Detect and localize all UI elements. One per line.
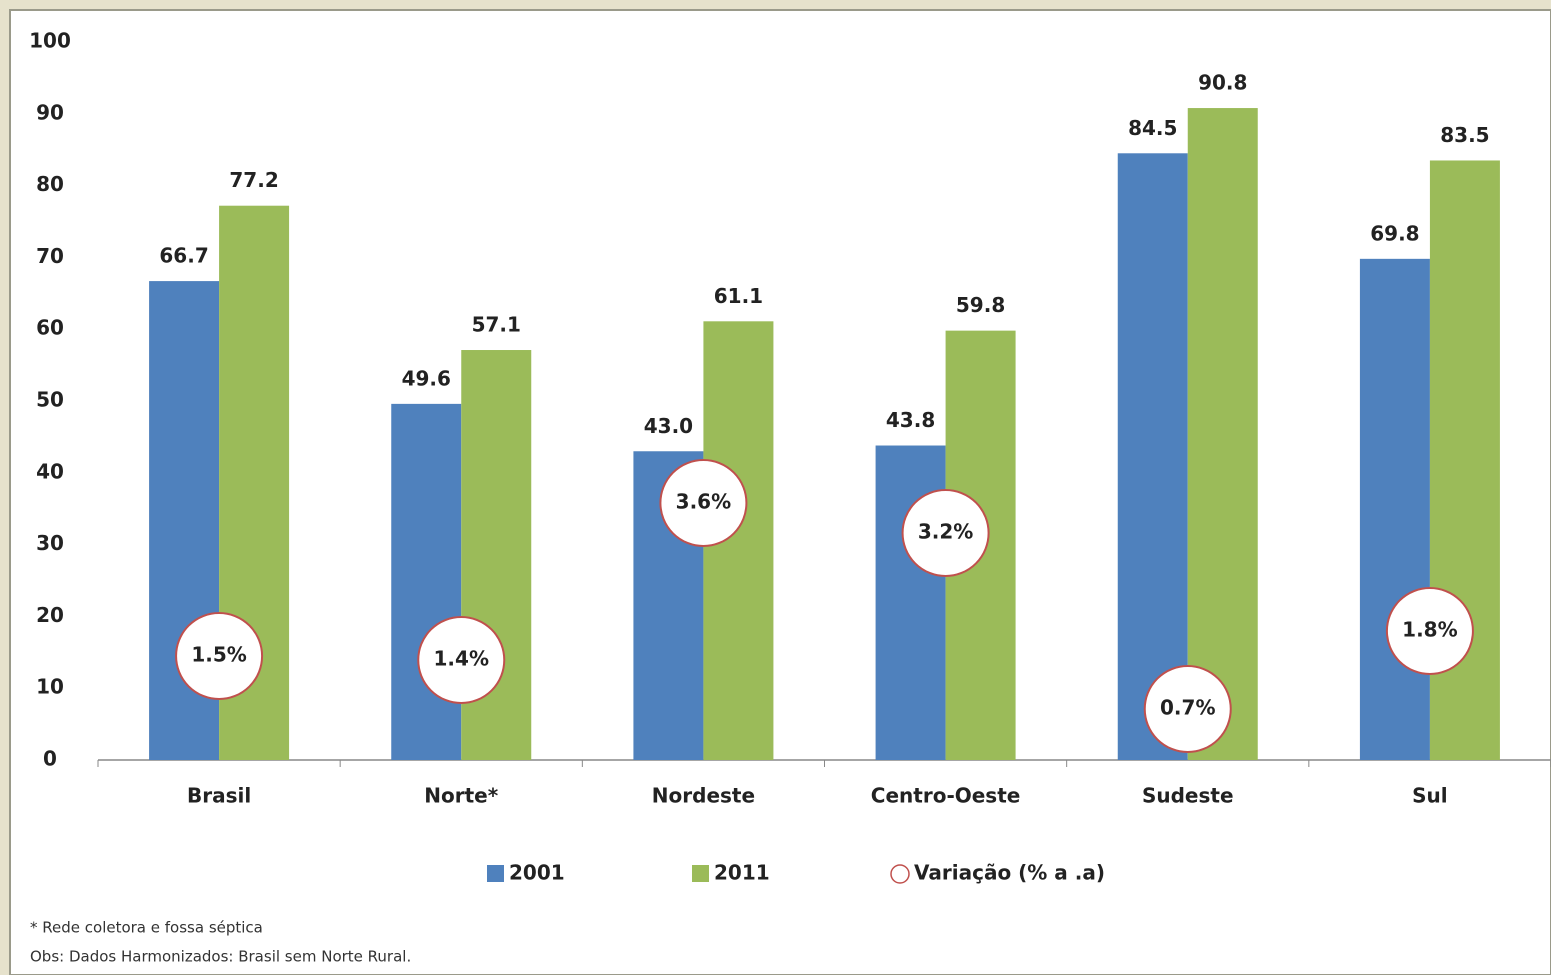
data-label: 57.1 — [472, 313, 521, 337]
footnote: Obs: Dados Harmonizados: Brasil sem Nort… — [30, 948, 411, 966]
variation-circle — [175, 612, 264, 700]
y-tick-label: 50 — [36, 388, 64, 412]
data-label: 43.8 — [886, 408, 935, 432]
variation-label: 1.4% — [434, 647, 489, 671]
variation-label: 3.6% — [676, 490, 731, 514]
variation-label: 0.7% — [1160, 696, 1215, 720]
data-label: 49.6 — [402, 366, 451, 390]
y-tick-label: 60 — [36, 316, 64, 340]
variation-label: 3.2% — [918, 520, 973, 544]
legend-label: Variação (% a .a) — [914, 861, 1105, 885]
data-label: 59.8 — [956, 293, 1005, 317]
legend-label: 2011 — [714, 861, 770, 885]
y-tick-label: 0 — [43, 747, 57, 771]
variation-label: 1.8% — [1402, 618, 1457, 642]
legend-swatch — [692, 865, 709, 882]
bar — [1359, 258, 1430, 760]
x-tick-label: Sudeste — [1142, 784, 1234, 808]
y-tick-label: 30 — [36, 531, 64, 555]
x-tick-label: Centro-Oeste — [871, 784, 1021, 808]
data-label: 43.0 — [644, 414, 693, 438]
x-tick-label: Brasil — [187, 784, 251, 808]
y-tick-label: 10 — [36, 675, 64, 699]
variation-circle — [659, 459, 748, 547]
data-label: 69.8 — [1370, 221, 1419, 245]
variation-label: 1.5% — [191, 643, 246, 667]
data-label: 66.7 — [159, 244, 208, 268]
bar — [1117, 153, 1188, 761]
footnote: * Rede coletora e fossa séptica — [30, 919, 263, 937]
data-label: 83.5 — [1440, 123, 1489, 147]
bar — [1187, 108, 1258, 760]
variation-circle — [1143, 665, 1232, 753]
x-tick-label: Nordeste — [652, 784, 755, 808]
x-tick-label: Sul — [1412, 784, 1448, 808]
data-label: 77.2 — [229, 168, 278, 192]
variation-circle — [901, 489, 990, 577]
variation-circle — [1385, 587, 1474, 675]
variation-circle — [417, 616, 506, 704]
data-label: 61.1 — [714, 284, 763, 308]
legend-swatch — [487, 865, 504, 882]
bar — [391, 403, 462, 760]
y-tick-label: 100 — [29, 29, 71, 53]
y-tick-label: 20 — [36, 603, 64, 627]
y-tick-label: 70 — [36, 244, 64, 268]
data-label: 84.5 — [1128, 116, 1177, 140]
y-tick-label: 80 — [36, 172, 64, 196]
y-tick-label: 40 — [36, 459, 64, 483]
x-tick-label: Norte* — [424, 784, 498, 808]
y-tick-label: 90 — [36, 100, 64, 124]
data-label: 90.8 — [1198, 71, 1247, 95]
legend-label: 2001 — [509, 861, 565, 885]
legend-swatch — [890, 864, 910, 884]
